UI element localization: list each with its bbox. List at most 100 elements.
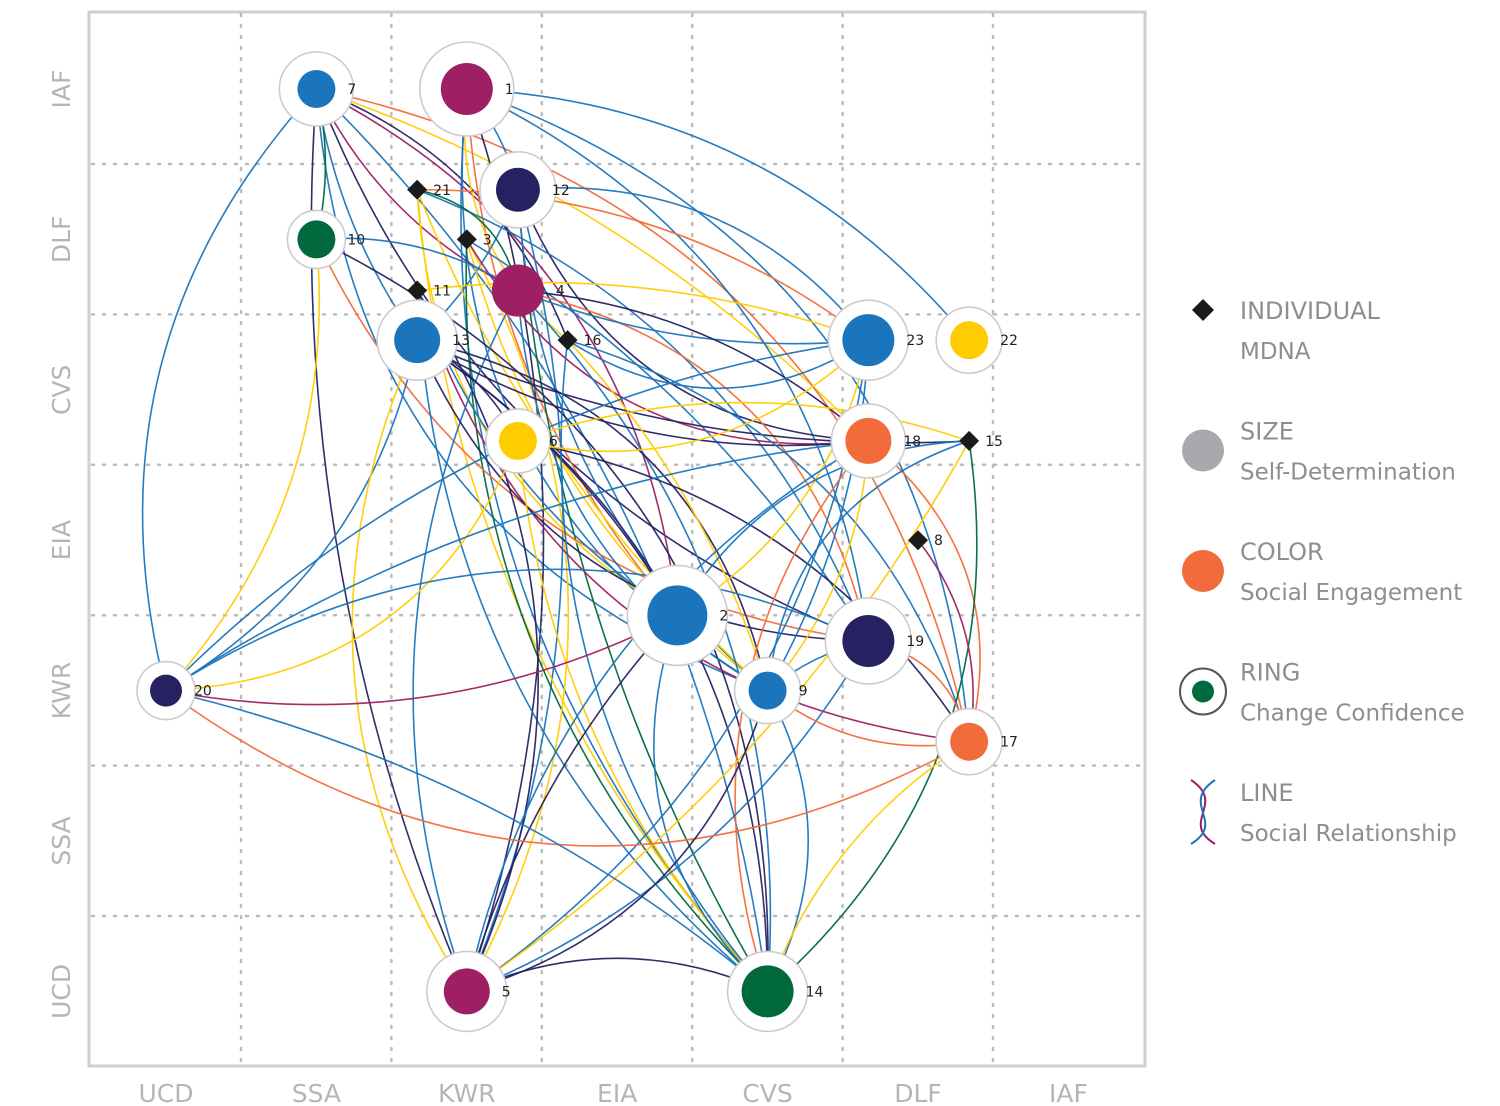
node-label: 14 [806,984,824,1000]
legend-subtitle: MDNA [1240,339,1311,365]
relationship-line [766,741,970,992]
y-axis-label: CVS [47,365,76,415]
relationship-line [517,440,970,743]
relationship-line [416,290,540,992]
legend-item: COLOR Social Engagement [1182,538,1462,606]
y-axis-label: DLF [47,216,76,264]
node-12: 12 [479,150,570,229]
color-circle-icon [1182,550,1224,592]
relationship-line [416,290,769,993]
relationship-line [165,340,418,692]
relationship-line [466,614,678,992]
node-circle [498,421,537,460]
x-axis-label: DLF [894,1079,942,1106]
node-21: 21 [407,179,451,200]
node-6: 6 [485,408,558,474]
node-label: 12 [552,183,570,199]
node-circle [748,671,787,710]
relationship-line [517,339,869,453]
node-circle [297,70,336,108]
node-10: 10 [286,209,365,270]
node-label: 11 [433,284,451,300]
node-circle [950,321,989,360]
grid-lines [90,12,1142,1064]
diamond-icon [456,229,477,250]
node-label: 22 [1000,333,1018,349]
y-axis-label: IAF [47,70,76,109]
relationship-line [412,290,519,992]
node-label: 2 [719,608,728,624]
x-axis-label: CVS [742,1079,792,1106]
relationship-line [567,339,970,742]
legend-item: SIZE Self-Determination [1182,418,1456,486]
relationship-line [165,689,970,847]
node-circle [647,585,708,646]
legend-title: COLOR [1240,538,1324,566]
relationship-line [767,440,978,992]
diamond-icon [1192,299,1214,321]
legend-subtitle: Self-Determination [1240,460,1456,486]
node-label: 3 [483,232,492,248]
node-label: 8 [934,533,943,549]
legend-title: SIZE [1240,418,1294,446]
relationship-line [766,440,970,691]
relationship-line [466,88,678,616]
node-20: 20 [136,660,212,721]
legend: INDIVIDUAL MDNA SIZE Self-Determination COLO… [1179,297,1465,847]
node-circle [443,968,490,1015]
relationship-line [465,239,769,992]
node-23: 23 [827,299,924,381]
legend-title: LINE [1240,779,1294,807]
legend-subtitle: Change Confidence [1240,701,1465,727]
diamond-icon [407,179,428,200]
relationship-line [165,689,769,993]
node-1: 1 [418,41,515,137]
node-label: 13 [452,333,470,349]
node-circle [741,965,794,1018]
node-label: 4 [556,284,565,300]
node-label: 16 [584,333,602,349]
relationship-line [766,690,809,992]
relationship-line [466,88,870,642]
node-label: 15 [985,434,1003,450]
relationship-line [165,440,519,692]
diamond-icon [407,280,428,301]
relationship-line [466,239,569,992]
node-label: 23 [906,333,924,349]
relationship-line [867,440,981,742]
relationship-line [517,289,870,642]
diamond-icon [557,330,578,351]
node-7: 7 [278,51,356,127]
node-16: 16 [557,330,602,351]
node-label: 9 [799,684,808,700]
relationship-line [567,339,869,389]
relationship-line [417,281,869,341]
node-label: 19 [906,634,924,650]
relationship-line [466,189,564,992]
y-axis-label: SSA [47,816,76,865]
relationship-line [315,239,869,642]
legend-item: RING Change Confidence [1179,659,1465,727]
diamond-icon [908,530,928,551]
relationship-line [466,440,869,992]
node-label: 7 [347,82,356,98]
relationship-line [466,690,769,993]
node-circle [842,314,895,367]
y-axis-label: EIA [47,520,76,560]
node-14: 14 [726,950,824,1033]
node-8: 8 [908,530,943,551]
node-18: 18 [830,403,921,479]
node-circle [845,417,892,464]
relationship-line [416,339,869,447]
relationship-line [316,88,869,442]
relationship-line [416,339,679,616]
relationship-line [416,290,970,743]
y-axis-label: UCD [47,964,76,1019]
relationship-line [466,957,768,993]
x-axis-label: IAF [1049,1079,1088,1106]
node-label: 1 [505,82,514,98]
relationship-line [466,88,970,742]
relationship-line [466,440,970,993]
